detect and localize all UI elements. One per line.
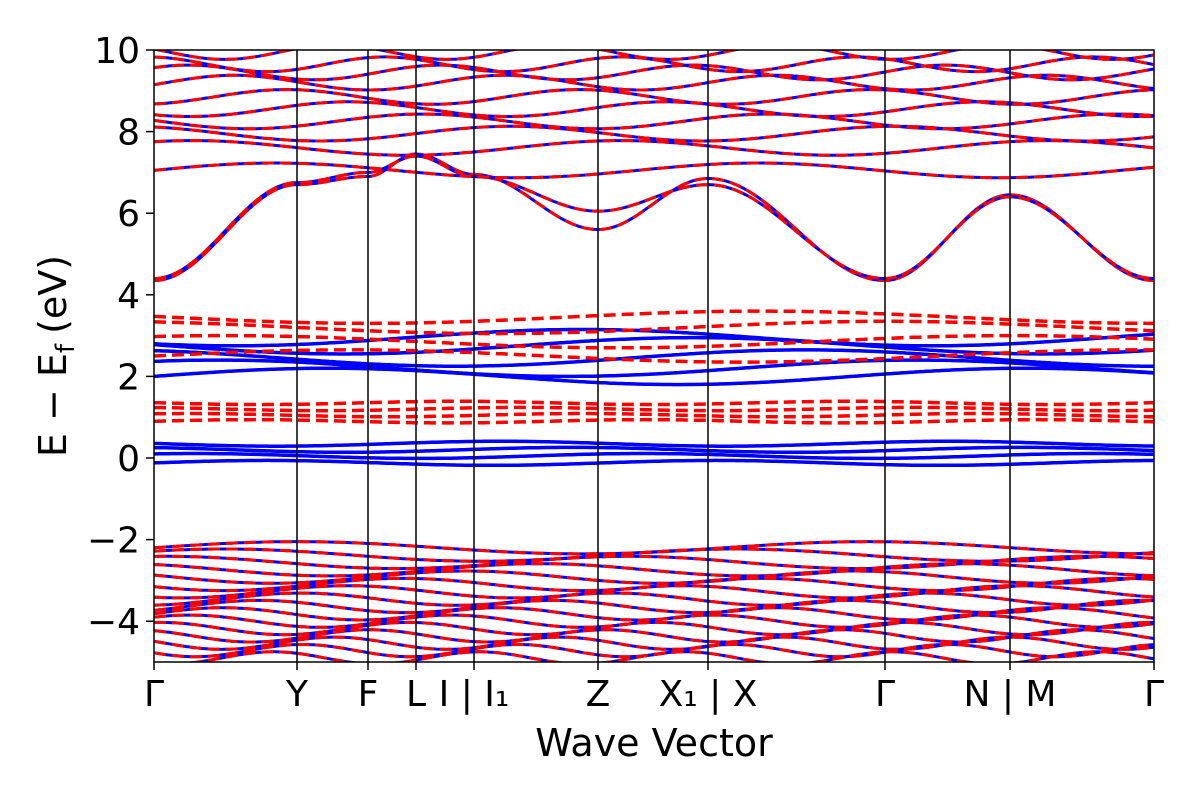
band-line (154, 348, 1154, 364)
band-line (154, 643, 1154, 659)
band-line (154, 152, 1154, 282)
band-line (154, 554, 1154, 571)
band-line (154, 124, 1154, 143)
band-line (154, 606, 1154, 622)
y-axis-label-subscript: f (51, 343, 81, 353)
x-axis-label: Wave Vector (535, 721, 773, 765)
band-line (154, 620, 1154, 637)
band-line (154, 576, 1154, 593)
band-line (154, 540, 1154, 556)
band-line (154, 63, 1154, 82)
band-line (154, 411, 1154, 419)
band-line (154, 50, 1154, 61)
k-point-label: X₁ | X (659, 674, 758, 715)
k-point-label: F (358, 674, 379, 715)
y-tick-label: −4 (87, 602, 140, 643)
band-line (154, 399, 1154, 407)
y-tick-label: 0 (117, 439, 140, 480)
band-line (154, 613, 1154, 629)
k-point-label: L (406, 674, 426, 715)
y-axis-label-unit: (eV) (31, 255, 75, 334)
band-line (154, 73, 1154, 92)
band-line (154, 445, 1154, 455)
k-point-label: Γ (875, 674, 895, 715)
band-line (154, 124, 1154, 143)
y-tick-label: 6 (117, 194, 140, 235)
band-line (154, 562, 1154, 578)
y-axis-ticks: −4 −2 0 2 4 6 8 10 (87, 31, 154, 643)
band-line (154, 88, 1154, 106)
band-lines (154, 50, 1154, 662)
band-line (154, 333, 1154, 350)
k-point-label: Γ (144, 674, 164, 715)
band-line (154, 50, 1154, 61)
band-line (154, 348, 1154, 368)
k-point-label: I | I₁ (439, 674, 510, 715)
band-line (154, 358, 1154, 379)
band-line (154, 152, 1154, 282)
band-line (154, 650, 1154, 662)
k-point-label: Y (285, 674, 309, 715)
band-line (154, 635, 1154, 651)
band-line (154, 112, 1154, 131)
y-tick-label: 10 (94, 31, 140, 72)
band-line (154, 584, 1154, 600)
y-axis-label-main: E − E (31, 353, 75, 457)
plot-frame (153, 49, 1155, 663)
band-line (154, 139, 1154, 157)
band-line (154, 161, 1154, 180)
band-line (154, 628, 1154, 644)
y-tick-label: 4 (117, 276, 140, 317)
y-tick-label: 8 (117, 113, 140, 154)
band-line (154, 309, 1154, 326)
band-line (154, 319, 1154, 336)
k-point-label: Z (586, 674, 611, 715)
band-line (154, 417, 1154, 425)
band-line (154, 154, 1154, 280)
band-line (154, 405, 1154, 413)
y-tick-label: −2 (87, 521, 140, 562)
band-line (154, 366, 1154, 387)
k-point-label: N | M (963, 674, 1056, 715)
band-line (154, 161, 1154, 180)
k-point-label: Γ (1144, 674, 1164, 715)
band-line (154, 591, 1154, 607)
band-line (154, 154, 1154, 280)
band-line (154, 451, 1154, 461)
y-tick-label: 2 (117, 357, 140, 398)
band-line (154, 439, 1154, 448)
y-axis-label: E − Ef (eV) (31, 255, 81, 457)
band-line (154, 569, 1154, 585)
high-symmetry-lines (296, 50, 1011, 662)
band-line (154, 458, 1154, 468)
band-line (154, 327, 1154, 348)
